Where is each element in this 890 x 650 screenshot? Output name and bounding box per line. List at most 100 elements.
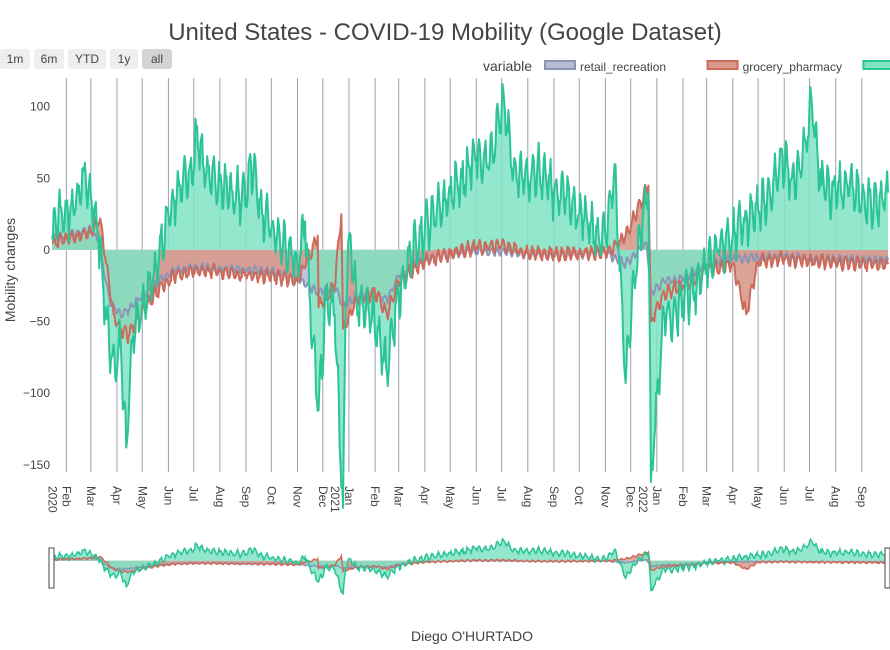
range-button-bg: [68, 49, 106, 69]
x-tick-month: Jul: [495, 486, 509, 501]
x-tick-label: Dec: [624, 486, 638, 507]
x-tick-month: Feb: [59, 486, 73, 507]
x-tick-month: Mar: [700, 486, 714, 507]
range-button-1m[interactable]: 1m: [0, 49, 30, 69]
x-tick-month: Apr: [726, 486, 740, 505]
x-tick-label: Mar: [700, 486, 714, 507]
legend-swatch: [544, 60, 576, 70]
x-tick-label: Aug: [213, 486, 227, 507]
y-tick-label: 50: [37, 171, 51, 185]
x-tick-month: Jun: [777, 486, 791, 505]
range-button-bg: [142, 49, 172, 69]
legend-swatch: [862, 60, 890, 70]
x-tick-month: May: [751, 486, 765, 509]
x-tick-month: Sep: [239, 486, 253, 508]
x-tick-label: Aug: [521, 486, 535, 507]
x-tick-label: May: [443, 486, 457, 509]
range-button-1y[interactable]: 1y: [110, 49, 138, 69]
legend-item-grocery_pharmacy[interactable]: grocery_pharmacy: [706, 60, 842, 74]
x-tick-label: Jun: [777, 486, 791, 505]
y-tick-label: 100: [30, 100, 50, 114]
range-button-bg: [34, 49, 64, 69]
x-tick-month: Feb: [368, 486, 382, 507]
x-tick-month: Jun: [161, 486, 175, 505]
x-tick-month: Jun: [469, 486, 483, 505]
x-tick-month: Dec: [624, 486, 638, 507]
x-tick-label: Sep: [547, 486, 561, 508]
slider-line-grocery_pharmacy: [51, 550, 889, 575]
range-slider[interactable]: [48, 537, 890, 595]
x-tick-month: Feb: [676, 486, 690, 507]
main-plot-area[interactable]: [51, 78, 889, 509]
x-tick-label: Apr: [726, 486, 740, 505]
x-tick-label: Jun: [161, 486, 175, 505]
legend-item-retail_recreation[interactable]: retail_recreation: [544, 60, 666, 74]
y-axis-title: Mobility changes: [2, 218, 18, 322]
x-tick-label: Mar: [84, 486, 98, 507]
range-button-YTD[interactable]: YTD: [68, 49, 106, 69]
line-grocery_pharmacy[interactable]: [51, 183, 889, 344]
range-button-label: 6m: [41, 52, 58, 66]
x-tick-month: Oct: [264, 486, 278, 505]
legend-label: grocery_pharmacy: [743, 60, 842, 74]
x-tick-month: Aug: [213, 486, 227, 507]
slider-line-parks: [51, 537, 889, 595]
range-button-label: 1y: [118, 52, 131, 66]
x-tick-month: May: [443, 486, 457, 509]
range-button-all[interactable]: all: [142, 49, 172, 69]
y-tick-label: −100: [23, 386, 50, 400]
x-tick-month: Sep: [855, 486, 869, 508]
author-annotation: Diego O'HURTADO: [411, 628, 533, 644]
x-tick-label: Aug: [829, 486, 843, 507]
range-selector-buttons: 1m 6m YTD 1y all: [0, 49, 172, 69]
x-tick-month: Jul: [803, 486, 817, 501]
x-tick-label: Dec: [316, 486, 330, 507]
x-tick-label: Jul: [187, 486, 201, 501]
x-tick-label: Apr: [418, 486, 432, 505]
y-tick-label: −150: [23, 458, 50, 472]
x-tick-month: Dec: [316, 486, 330, 507]
slider-handle-right[interactable]: [884, 547, 890, 589]
x-tick-month: Oct: [572, 486, 586, 505]
x-tick-month: Mar: [84, 486, 98, 507]
x-tick-year: 2021: [328, 486, 342, 513]
legend-title: variable: [483, 58, 532, 74]
range-button-bg: [110, 49, 138, 69]
x-tick-label: Oct: [264, 486, 278, 505]
x-tick-label: Nov: [598, 486, 612, 507]
y-tick-label: 0: [43, 243, 50, 257]
x-tick-month: Aug: [521, 486, 535, 507]
x-tick-month: Apr: [110, 486, 124, 505]
x-tick-label: Oct: [572, 486, 586, 505]
legend: variable retail_recreation grocery_pharmac…: [483, 58, 890, 74]
x-tick-month: Jul: [187, 486, 201, 501]
x-tick-month: Sep: [547, 486, 561, 508]
x-tick-month: Apr: [418, 486, 432, 505]
slider-handle-left[interactable]: [48, 547, 55, 589]
x-tick-month: Nov: [598, 486, 612, 507]
x-tick-label: Feb: [368, 486, 382, 507]
x-tick-label: May: [135, 486, 149, 509]
legend-swatch: [706, 60, 739, 70]
x-tick-year: 2020: [45, 486, 59, 513]
x-tick-label: Sep: [855, 486, 869, 508]
x-tick-label: Feb: [676, 486, 690, 507]
x-tick-label: Sep: [239, 486, 253, 508]
y-tick-label: −50: [30, 315, 51, 329]
line-parks[interactable]: [51, 83, 889, 509]
x-tick-label: Apr: [110, 486, 124, 505]
range-button-bg: [0, 49, 30, 69]
x-tick-year: 2022: [636, 486, 650, 513]
range-button-label: 1m: [7, 52, 24, 66]
x-tick-label: Jun: [469, 486, 483, 505]
x-tick-label: Mar: [392, 486, 406, 507]
legend-item-parks[interactable]: parks: [862, 60, 890, 74]
chart-title: United States - COVID-19 Mobility (Googl…: [168, 19, 722, 46]
range-button-6m[interactable]: 6m: [34, 49, 64, 69]
x-tick-month: Jan: [342, 486, 356, 505]
x-tick-month: Nov: [290, 486, 304, 507]
